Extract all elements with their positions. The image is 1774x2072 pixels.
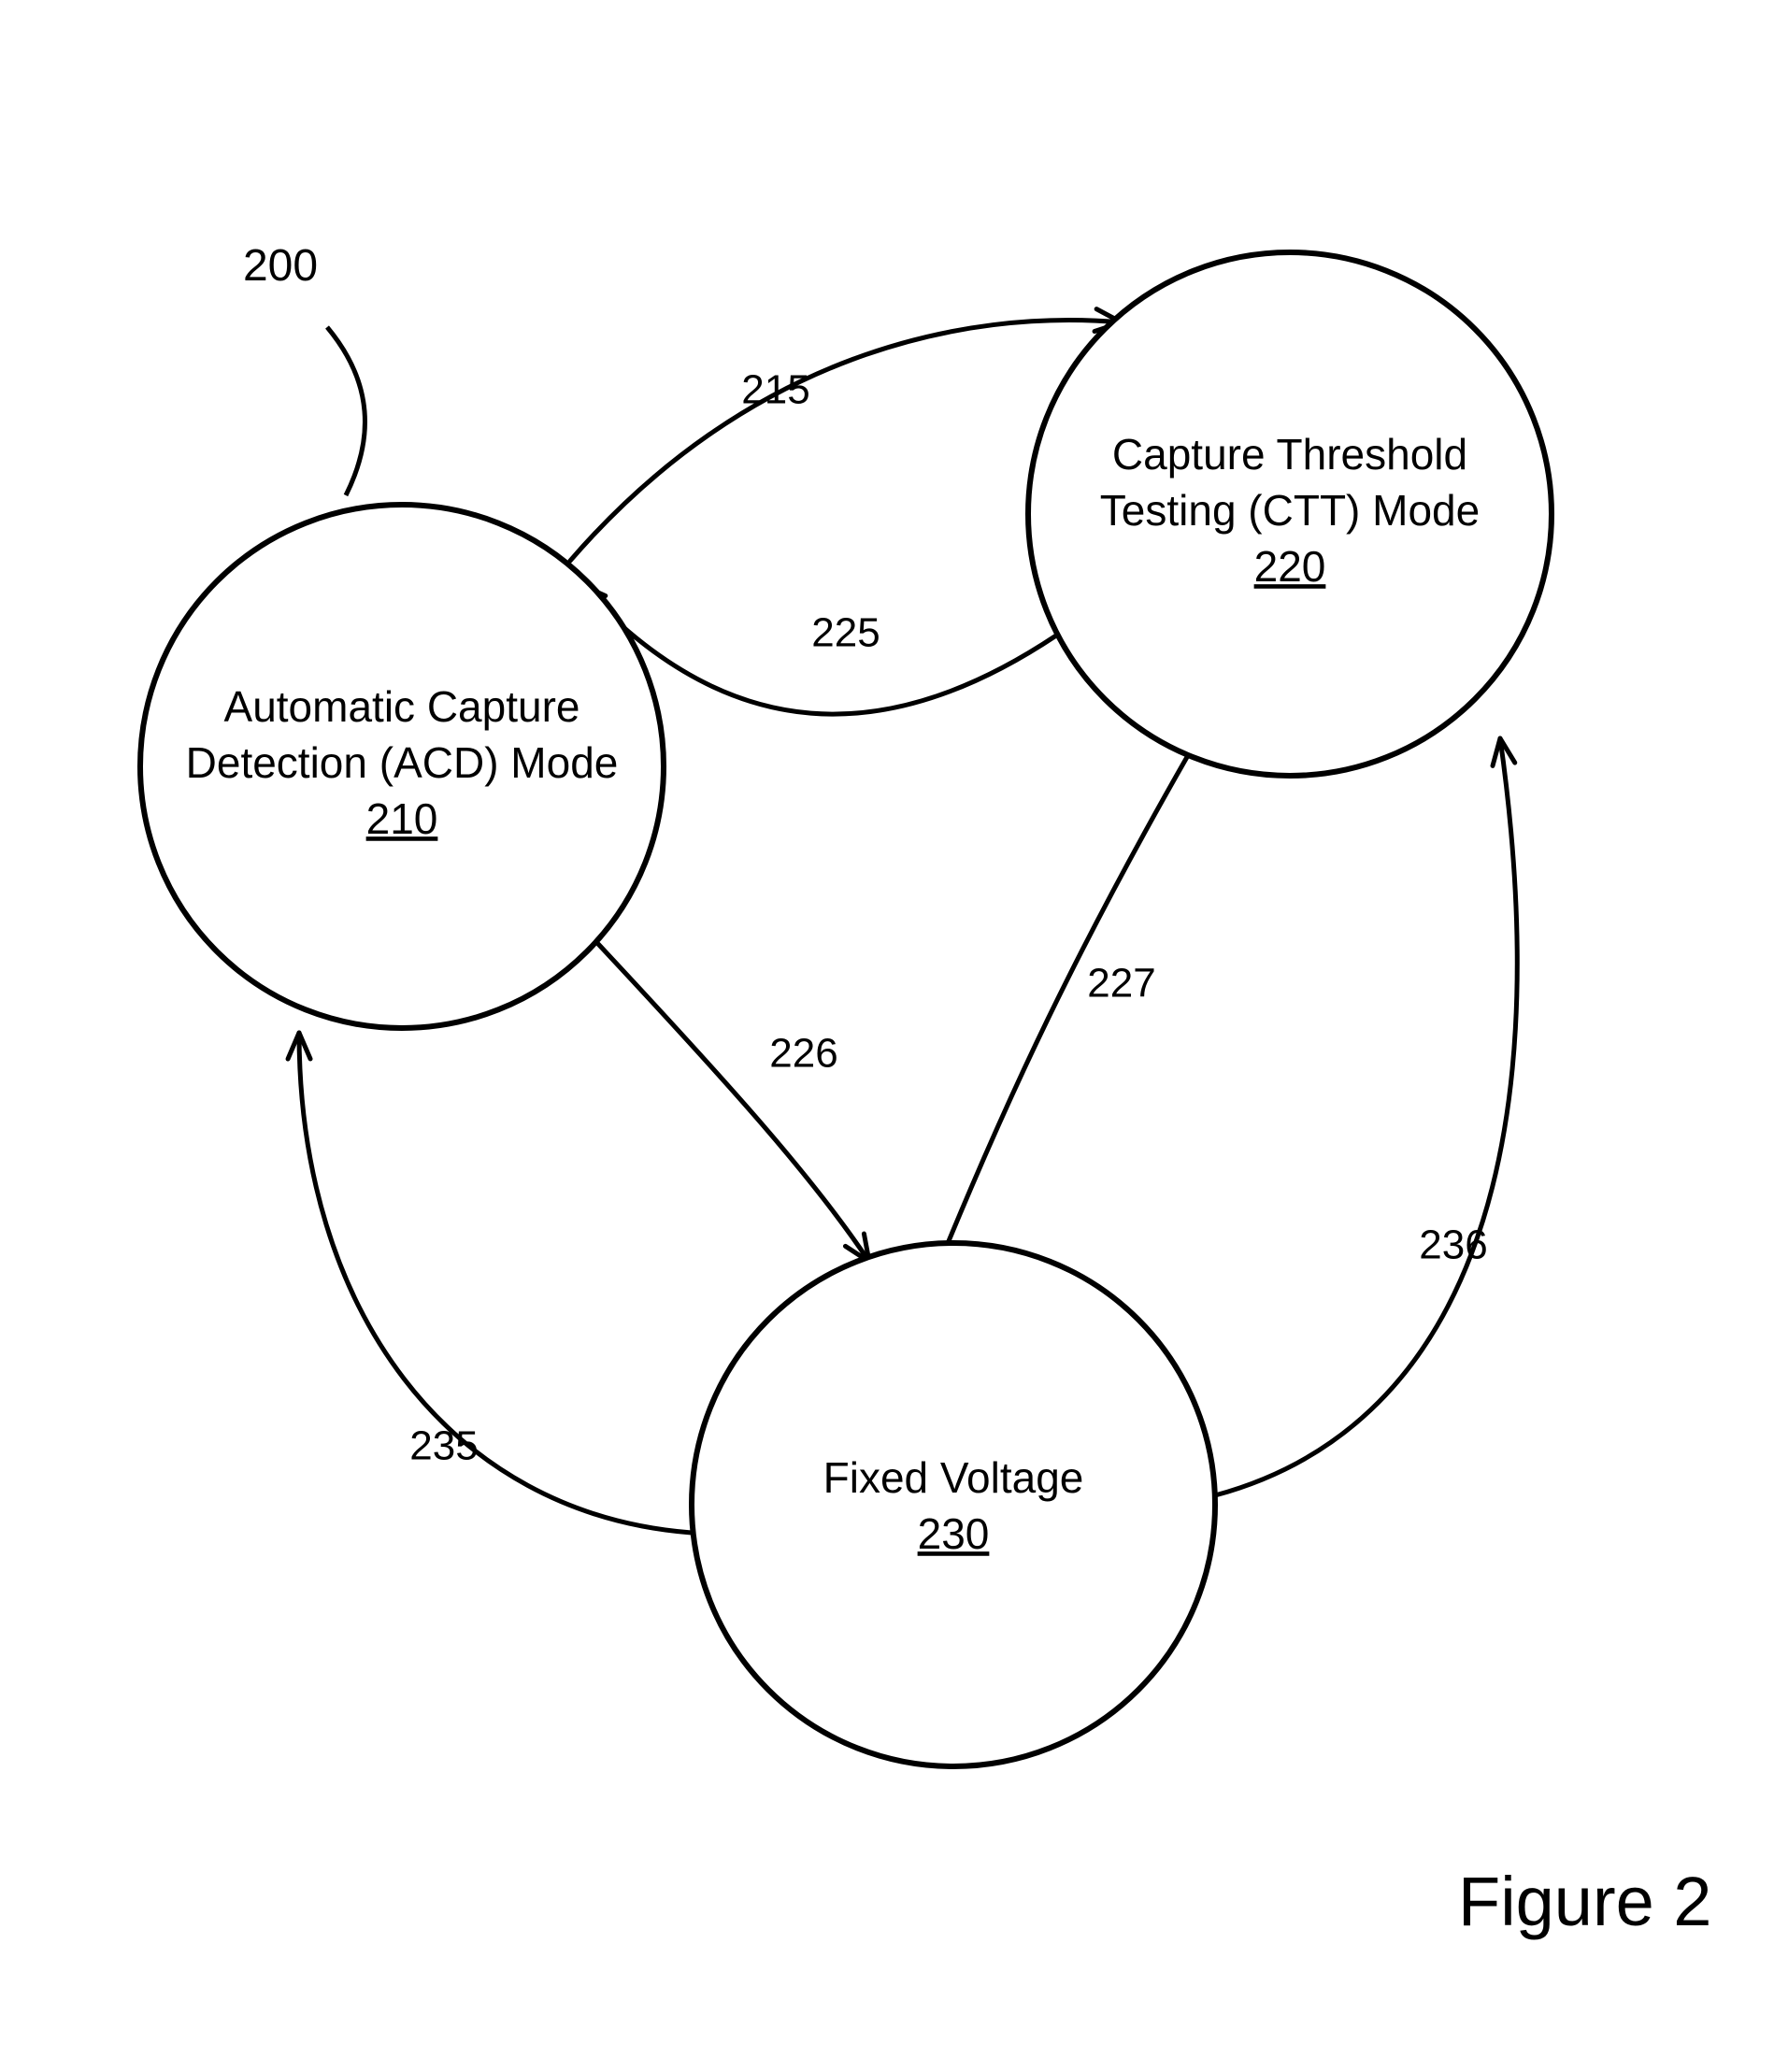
diagram-ref-lead <box>327 327 365 495</box>
node-fv-line-0: Fixed Voltage <box>823 1453 1084 1502</box>
node-fv <box>692 1243 1215 1766</box>
edge-e236 <box>1215 738 1517 1495</box>
node-ctt-line-1: Testing (CTT) Mode <box>1100 486 1480 535</box>
edge-label-e236: 236 <box>1419 1222 1487 1268</box>
diagram-ref-label: 200 <box>243 241 318 291</box>
node-acd-line-2: 210 <box>366 794 438 843</box>
edge-label-e226: 226 <box>769 1031 837 1077</box>
edge-label-e235: 235 <box>409 1423 478 1469</box>
edge-label-e227: 227 <box>1087 961 1155 1007</box>
figure-label: Figure 2 <box>1458 1863 1711 1940</box>
edge-e226 <box>598 944 869 1262</box>
state-diagram: 215 225 226 227 235 236 Automatic Capture Detec… <box>0 0 1774 2072</box>
edge-label-e215: 215 <box>741 367 809 413</box>
node-acd-line-1: Detection (ACD) Mode <box>186 738 619 787</box>
node-fv-line-1: 230 <box>918 1509 990 1558</box>
edge-label-e225: 225 <box>811 610 880 656</box>
edge-e235 <box>299 1033 692 1533</box>
node-ctt-line-0: Capture Threshold <box>1112 430 1467 479</box>
node-ctt-line-2: 220 <box>1254 542 1326 591</box>
node-acd-line-0: Automatic Capture <box>224 682 580 731</box>
